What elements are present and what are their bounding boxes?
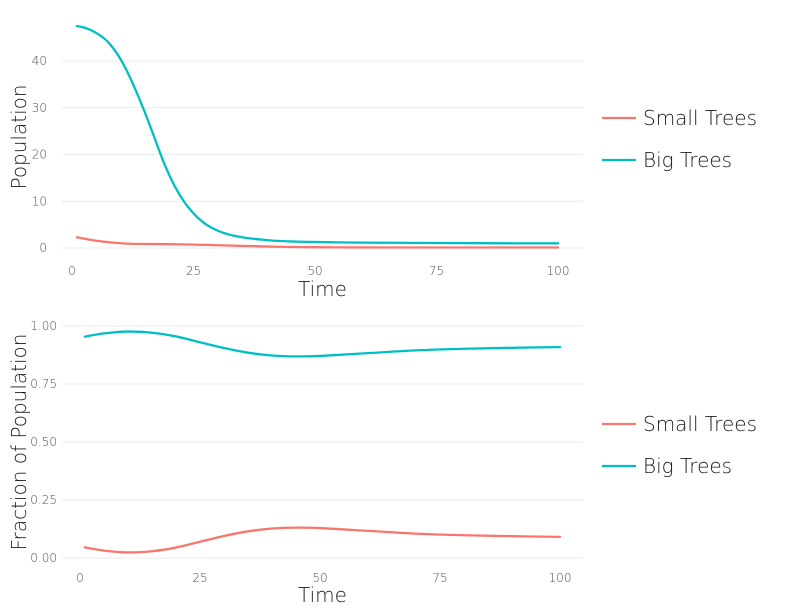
x-tick-label: 25 xyxy=(192,571,207,585)
series-line-small-trees xyxy=(75,236,560,249)
legend-label-small-trees: Small Trees xyxy=(643,412,757,436)
y-tick-label: 20 xyxy=(32,148,47,162)
y-tick-label: 40 xyxy=(32,54,47,68)
y-axis-title: Population xyxy=(7,84,31,189)
series-line-big-trees xyxy=(75,24,560,245)
y-tick-label: 0.50 xyxy=(30,435,57,449)
x-tick-label: 50 xyxy=(307,264,322,278)
y-tick-label: 0.25 xyxy=(30,493,57,507)
y-axis-title: Fraction of Population xyxy=(7,334,31,551)
y-tick-label: 0.75 xyxy=(30,377,57,391)
x-tick-label: 100 xyxy=(549,571,572,585)
y-tick-label: 0.00 xyxy=(30,551,57,565)
x-tick-label: 0 xyxy=(76,571,84,585)
x-tick-label: 25 xyxy=(186,264,201,278)
legend-label-small-trees: Small Trees xyxy=(643,106,757,130)
y-tick-label: 30 xyxy=(32,101,47,115)
series-line-small-trees xyxy=(83,526,562,554)
chart-panel-2: 0.00 0.25 0.50 0.75 1.00 0 25 50 75 100 Time Fracti… xyxy=(7,319,757,607)
legend-label-big-trees: Big Trees xyxy=(643,454,732,478)
chart-panel-1: 0 10 20 30 40 0 25 50 75 100 Time Population Small T… xyxy=(7,24,757,301)
y-tick-label: 0 xyxy=(39,241,47,255)
x-tick-label: 0 xyxy=(68,264,76,278)
x-axis-title: Time xyxy=(298,583,347,607)
x-tick-label: 75 xyxy=(429,264,444,278)
y-tick-label: 10 xyxy=(32,194,47,208)
x-axis-title: Time xyxy=(298,277,347,301)
y-tick-label: 1.00 xyxy=(30,319,57,333)
series-line-big-trees xyxy=(83,330,562,358)
x-tick-label: 75 xyxy=(432,571,447,585)
x-tick-label: 50 xyxy=(312,571,327,585)
legend-label-big-trees: Big Trees xyxy=(643,148,732,172)
x-tick-label: 100 xyxy=(547,264,570,278)
